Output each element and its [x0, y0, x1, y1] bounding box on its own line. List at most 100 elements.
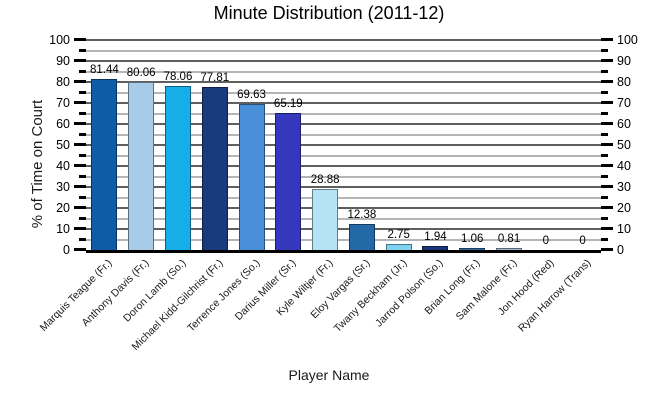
y-tick-label-left: 90 [56, 54, 70, 68]
y-tick-label-right: 30 [617, 180, 631, 194]
y-tick-left [79, 48, 86, 52]
gridline-major [86, 102, 601, 104]
y-tick-label-right: 70 [617, 96, 631, 110]
gridline-major [86, 81, 601, 83]
bar [164, 86, 191, 250]
gridline-minor [86, 154, 601, 157]
y-tick-label-left: 20 [56, 201, 70, 215]
y-tick-right [601, 195, 608, 199]
y-tick-left [74, 101, 86, 104]
gridline-minor [86, 238, 601, 241]
bar [312, 189, 339, 250]
bar-value-label: 80.06 [126, 66, 156, 79]
bar [422, 245, 449, 250]
bar [459, 247, 486, 250]
y-tick-left [74, 38, 86, 41]
y-tick-right [601, 80, 613, 83]
y-tick-right [601, 59, 613, 62]
gridline-major [86, 123, 601, 125]
y-tick-right [601, 132, 608, 136]
y-tick-label-right: 40 [617, 159, 631, 173]
y-tick-left [74, 206, 86, 209]
y-tick-label-left: 30 [56, 180, 70, 194]
y-tick-left [79, 195, 86, 199]
plot-area: 81.44 80.06 78.06 77.81 69.63 65.19 28.88 12.38… [86, 39, 601, 253]
y-tick-label-right: 50 [617, 138, 631, 152]
y-tick-left [74, 248, 86, 251]
y-tick-label-left: 10 [56, 222, 70, 236]
y-tick-left [79, 132, 86, 136]
y-tick-right [601, 237, 608, 241]
y-tick-label-left: 40 [56, 159, 70, 173]
y-tick-right [601, 48, 608, 52]
y-tick-right [601, 153, 608, 157]
y-tick-left [74, 185, 86, 188]
gridline-minor [86, 133, 601, 136]
y-tick-left [74, 227, 86, 230]
gridline-major [86, 228, 601, 230]
bar-value-label: 0 [542, 235, 550, 247]
y-tick-label-right: 100 [617, 33, 638, 47]
bar [496, 248, 523, 250]
y-tick-right [601, 38, 613, 41]
gridline-major [86, 144, 601, 146]
y-tick-label-left: 50 [56, 138, 70, 152]
y-tick-left [79, 216, 86, 220]
gridline-major [86, 165, 601, 167]
gridline-major [86, 60, 601, 62]
y-tick-label-left: 70 [56, 96, 70, 110]
y-tick-label-left: 60 [56, 117, 70, 131]
y-tick-right [601, 101, 613, 104]
x-axis-title: Player Name [288, 367, 370, 383]
y-tick-left [79, 90, 86, 94]
bar [238, 103, 265, 250]
bar-value-label: 2.75 [387, 229, 410, 242]
y-tick-label-left: 0 [63, 243, 70, 257]
y-tick-right [601, 111, 608, 115]
gridline-minor [86, 196, 601, 199]
y-tick-left [79, 111, 86, 115]
y-tick-label-left: 100 [49, 33, 70, 47]
bar-value-label: 1.06 [461, 232, 484, 245]
y-tick-right [601, 227, 613, 230]
bar-value-label: 0.81 [497, 233, 521, 246]
bar-value-label: 65.19 [273, 98, 303, 111]
y-tick-left [79, 69, 86, 73]
gridline-minor [86, 175, 601, 178]
gridline-major [86, 39, 601, 41]
gridline-minor [86, 70, 601, 73]
y-tick-right [601, 185, 613, 188]
bar-value-label: 12.38 [347, 209, 377, 222]
y-tick-label-right: 0 [617, 243, 624, 257]
y-tick-right [601, 122, 613, 125]
gridline-minor [86, 91, 601, 94]
chart-title: Minute Distribution (2011-12) [213, 3, 445, 23]
y-tick-label-right: 10 [617, 222, 631, 236]
bar [275, 113, 302, 250]
bar-value-label: 28.88 [310, 174, 340, 187]
bar [128, 81, 155, 250]
bar [348, 224, 375, 250]
y-tick-right [601, 90, 608, 94]
bar-value-label: 81.44 [90, 63, 119, 76]
gridline-minor [86, 112, 601, 115]
y-tick-label-right: 60 [617, 117, 631, 131]
y-tick-right [601, 248, 613, 251]
bar [91, 78, 118, 250]
bar-value-label: 0 [579, 235, 586, 247]
y-tick-right [601, 164, 613, 167]
gridline-major [86, 186, 601, 188]
bar [201, 86, 228, 250]
y-tick-left [79, 237, 86, 241]
gridline-minor [86, 49, 601, 52]
y-tick-left [74, 80, 86, 83]
y-tick-left [79, 174, 86, 178]
y-tick-label-left: 80 [56, 75, 70, 89]
bar-value-label: 1.94 [424, 230, 447, 243]
bar-value-label: 78.06 [163, 71, 193, 84]
gridline-minor [86, 217, 601, 220]
y-tick-left [74, 122, 86, 125]
y-tick-left [74, 59, 86, 62]
bar-value-label: 69.63 [237, 88, 266, 101]
bar-value-label: 77.81 [200, 71, 230, 84]
